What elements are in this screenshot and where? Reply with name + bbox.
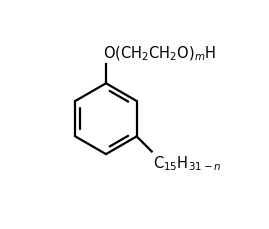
Text: O(CH$_2$CH$_2$O)$_m$H: O(CH$_2$CH$_2$O)$_m$H [103, 45, 217, 63]
Text: C$_{15}$H$_{31-n}$: C$_{15}$H$_{31-n}$ [153, 153, 221, 172]
